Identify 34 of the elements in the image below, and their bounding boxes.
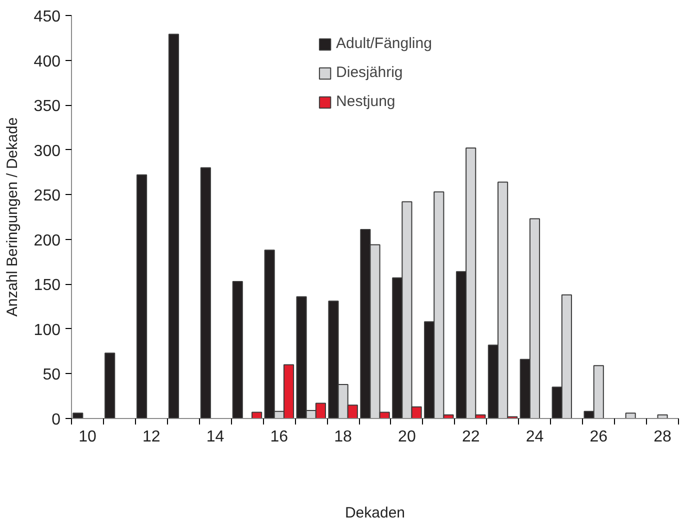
bar xyxy=(104,352,116,418)
x-tick-label: 24 xyxy=(526,428,544,446)
x-tick-label: 14 xyxy=(206,428,224,446)
y-tick-label: 450 xyxy=(34,8,61,26)
x-tick-label: 22 xyxy=(462,428,480,446)
x-axis-title: Dekaden xyxy=(344,504,406,522)
y-tick-label: 250 xyxy=(34,188,61,205)
bar xyxy=(72,412,84,418)
y-tick-label: 300 xyxy=(34,142,61,160)
y-tick-label: 350 xyxy=(34,98,61,116)
y-tick-label: 400 xyxy=(34,53,61,70)
x-tick-label: 16 xyxy=(270,428,288,446)
bar xyxy=(200,167,211,418)
bar xyxy=(232,280,243,418)
y-tick-label: 0 xyxy=(52,412,61,428)
bar xyxy=(168,34,180,418)
x-tick-label: 18 xyxy=(334,428,352,446)
y-tick-label: 150 xyxy=(34,277,61,294)
x-tick-label: 20 xyxy=(398,428,416,446)
legend-label: Nestjung xyxy=(336,93,396,110)
x-tick-label: 26 xyxy=(590,428,608,446)
legend-label: Diesjährig xyxy=(336,64,403,81)
y-tick-label: 200 xyxy=(34,232,61,250)
y-axis-title: Anzahl Beringungen / Dekade xyxy=(4,117,21,317)
bar xyxy=(252,412,262,418)
x-tick-label: 28 xyxy=(654,428,672,446)
legend-label: Adult/Fängling xyxy=(336,35,432,52)
y-tick-label: 100 xyxy=(34,322,61,339)
y-tick-label: 50 xyxy=(42,366,61,384)
bar xyxy=(136,174,148,418)
x-tick-label: 10 xyxy=(78,428,96,446)
bar xyxy=(657,414,668,418)
bar xyxy=(625,412,636,418)
x-tick-label: 12 xyxy=(142,428,160,446)
